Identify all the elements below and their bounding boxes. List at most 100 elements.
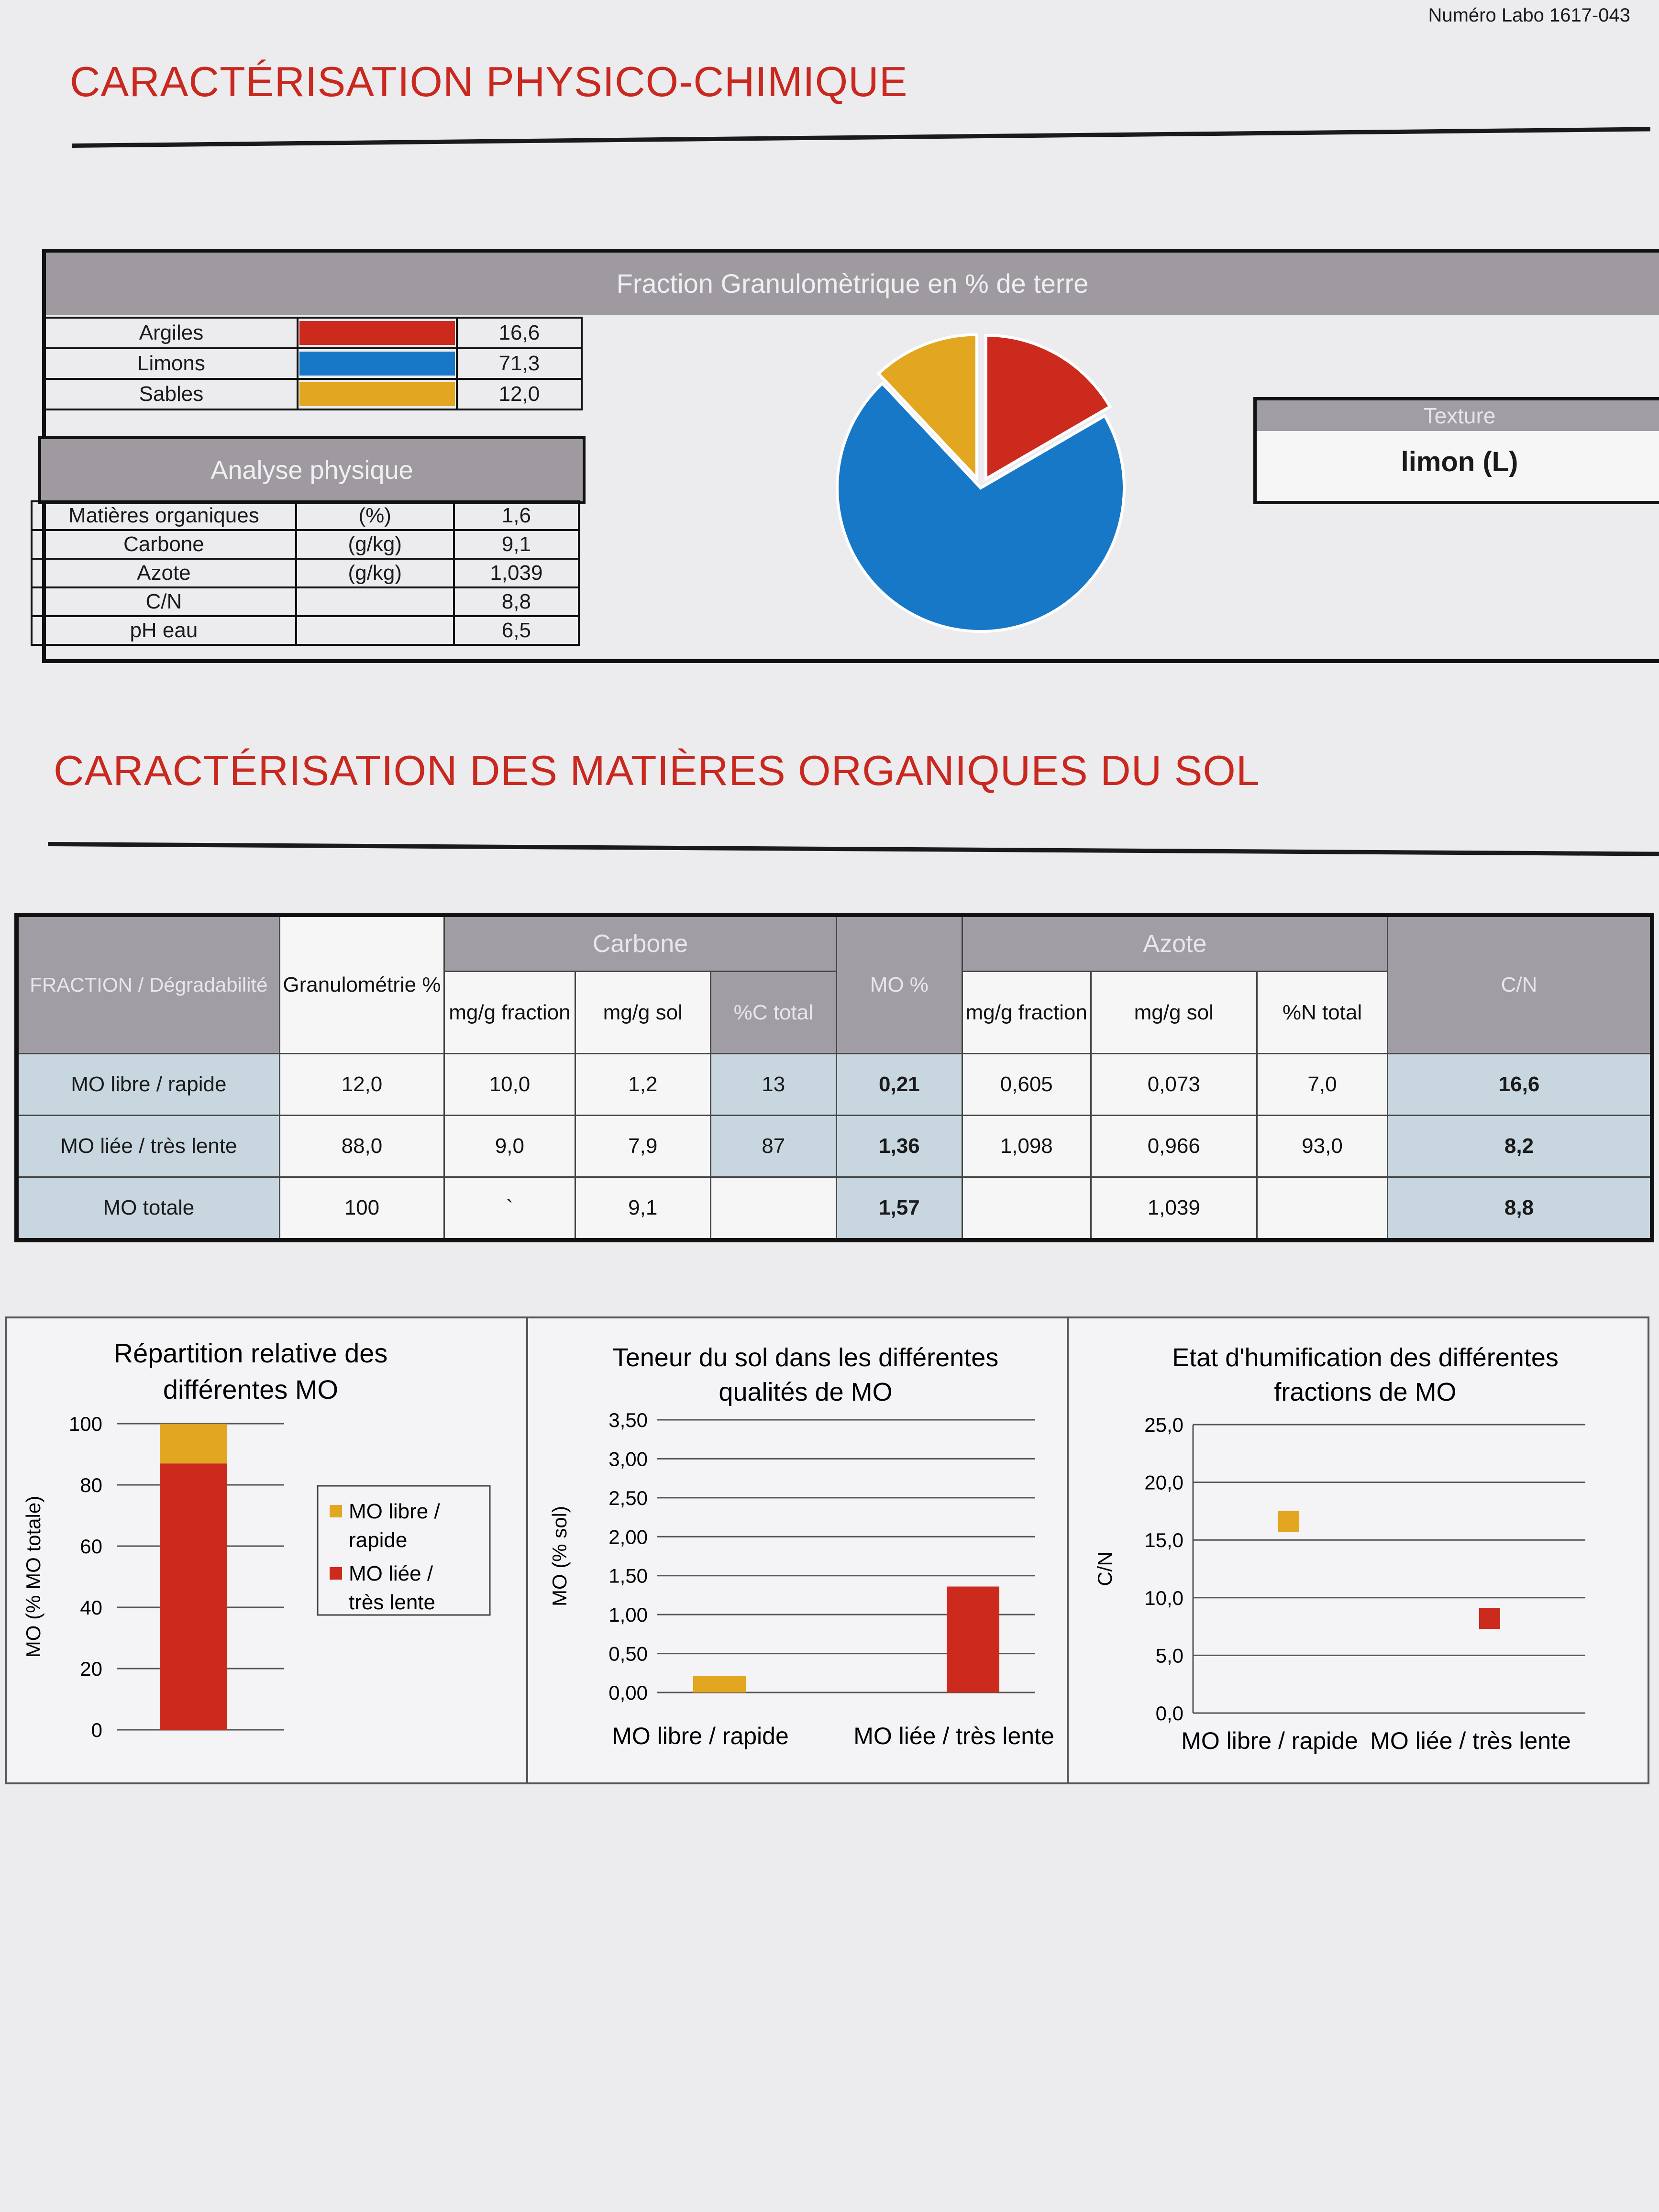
mo-table-row: MO libre / rapide 12,0 10,0 1,2 13 0,21 0,605 0… [16,1053,1653,1116]
chart-repartition-panel: Répartition relative des différentes MO 0 2… [5,1316,530,1784]
bar [947,1586,999,1692]
mo-header-fraction: FRACTION / Dégradabilité [16,914,280,1054]
legend-label: rapide [349,1528,407,1552]
mo-cell-n-pct [1256,1176,1388,1241]
mo-cell-n-frac [961,1176,1092,1241]
mo-header-c-mgg-sol: mg/g sol [574,971,711,1054]
y-axis-label: C/N [1094,1551,1116,1586]
granulometry-value: 16,6 [455,317,583,349]
mo-cell-c-frac: 9,0 [443,1115,576,1178]
y-tick-label: 3,50 [608,1409,648,1431]
chart-title: qualités de MO [719,1378,892,1406]
mo-cell-fraction: MO totale [16,1176,280,1241]
granulometry-table: Argiles 16,6 Limons 71,3 Sables 12,0 [44,317,583,410]
y-tick-label: 20,0 [1144,1471,1183,1494]
physical-unit: (%) [295,500,455,531]
granulometry-row: Sables 12,0 [44,378,583,410]
texture-box: Texture limon (L) [1253,397,1659,504]
legend-label: MO liée / [349,1562,433,1585]
mo-header-azote: Azote [961,914,1388,972]
scatter-point [1278,1511,1299,1532]
mo-cell-fraction: MO libre / rapide [16,1053,280,1116]
y-tick-label: 10,0 [1144,1587,1183,1609]
y-tick-label: 5,0 [1156,1644,1183,1667]
physical-value: 9,1 [453,529,580,560]
mo-cell-c-pct [709,1176,837,1241]
x-tick-label: MO libre / rapide [1181,1727,1358,1754]
physical-label: Azote [31,558,297,588]
mo-cell-c-frac: ` [443,1176,576,1241]
chart-title: Teneur du sol dans les différentes [613,1343,999,1372]
pie-slice-argiles [984,333,1112,482]
granulometry-swatch [296,347,458,380]
mo-header-c-pct-total: %C total [709,971,837,1054]
mo-cell-c-sol: 9,1 [574,1176,711,1241]
physical-unit [295,586,455,617]
mo-header-granulo: Granulométrie % [278,914,445,1054]
physical-row: Matières organiques (%) 1,6 [31,500,580,531]
granulometry-label: Sables [44,378,299,410]
y-tick-label: 0,00 [608,1681,648,1704]
physical-row: Azote (g/kg) 1,039 [31,558,580,588]
mo-cell-cn: 8,8 [1386,1176,1653,1241]
chart-humification-panel: Etat d'humification des différentes fract… [1067,1316,1649,1784]
mo-cell-mo: 1,57 [835,1176,963,1241]
mo-table-row: MO liée / très lente 88,0 9,0 7,9 87 1,36 1,09… [16,1115,1653,1178]
granulometry-swatch [296,378,458,410]
physical-analysis-table: Matières organiques (%) 1,6 Carbone (g/kg) 9,… [31,500,580,646]
pie-slice-limons [836,381,1126,633]
legend-label: très lente [349,1591,435,1614]
y-tick-label: 2,00 [608,1526,648,1548]
physical-analysis-header: Analyse physique [38,436,586,504]
mo-cell-n-sol: 0,073 [1090,1053,1258,1116]
physical-value: 1,039 [453,558,580,588]
texture-value: limon (L) [1401,446,1518,477]
bar [693,1676,746,1692]
legend-swatch [330,1567,342,1580]
physical-label: Carbone [31,529,297,560]
mo-header-n-pct-total: %N total [1256,971,1388,1054]
mo-header-carbone: Carbone [443,914,837,972]
granulometry-value: 12,0 [455,378,583,410]
mo-cell-granulo: 88,0 [278,1115,445,1178]
bar-segment [160,1463,227,1730]
pie-slice-sables [876,333,978,482]
mo-cell-c-pct: 87 [709,1115,837,1178]
chart-title: fractions de MO [1274,1378,1456,1406]
x-tick-label: MO liée / très lente [853,1723,1054,1749]
y-tick-label: 15,0 [1144,1529,1183,1551]
y-tick-label: 0 [91,1719,102,1741]
physical-label: C/N [31,586,297,617]
section-title-matieres-organiques: CARACTÉRISATION DES MATIÈRES ORGANIQUES … [54,747,1260,794]
granulometry-label: Argiles [44,317,299,349]
chart-teneur-panel: Teneur du sol dans les différentes qualit… [526,1316,1071,1784]
physical-unit: (g/kg) [295,558,455,588]
mo-cell-c-sol: 1,2 [574,1053,711,1116]
mo-cell-n-pct: 93,0 [1256,1115,1388,1178]
x-tick-label: MO liée / très lente [1370,1727,1571,1754]
mo-header-n-mgg-fraction: mg/g fraction [961,971,1092,1054]
granulometry-row: Argiles 16,6 [44,317,583,349]
physical-row: pH eau 6,5 [31,615,580,646]
chart-title: Répartition relative des [114,1338,388,1368]
mo-cell-granulo: 100 [278,1176,445,1241]
title-underline-2 [47,842,1659,856]
mo-cell-fraction: MO liée / très lente [16,1115,280,1178]
x-tick-label: MO libre / rapide [612,1723,789,1749]
legend-swatch [330,1505,342,1517]
legend-label: MO libre / [349,1500,440,1523]
granulometry-value: 71,3 [455,347,583,380]
mo-cell-n-sol: 0,966 [1090,1115,1258,1178]
mo-cell-cn: 16,6 [1386,1053,1653,1116]
y-tick-label: 100 [69,1413,102,1435]
physical-value: 8,8 [453,586,580,617]
physical-label: pH eau [31,615,297,646]
y-tick-label: 25,0 [1144,1414,1183,1436]
y-tick-label: 2,50 [608,1487,648,1509]
y-tick-label: 0,0 [1156,1702,1183,1725]
title-underline [71,127,1650,148]
mo-cell-cn: 8,2 [1386,1115,1653,1178]
mo-cell-n-sol: 1,039 [1090,1176,1258,1241]
y-tick-label: 3,00 [608,1448,648,1470]
mo-header-n-mgg-sol: mg/g sol [1090,971,1258,1054]
